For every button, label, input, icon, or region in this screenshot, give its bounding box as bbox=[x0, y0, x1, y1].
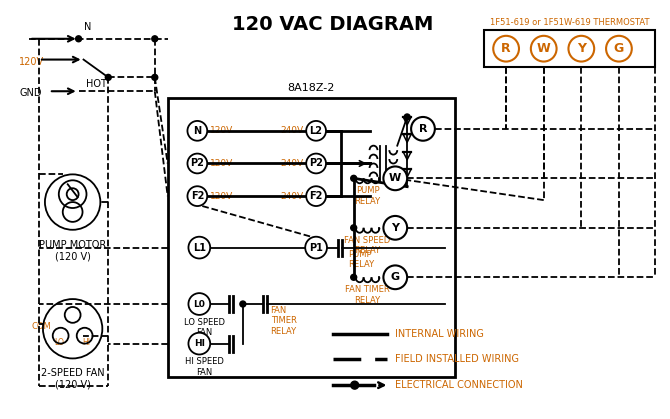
Text: P2: P2 bbox=[190, 158, 204, 168]
Text: 120V: 120V bbox=[19, 57, 44, 67]
Circle shape bbox=[568, 36, 594, 62]
Text: HI: HI bbox=[82, 338, 90, 347]
Circle shape bbox=[350, 381, 358, 389]
Text: PUMP MOTOR
(120 V): PUMP MOTOR (120 V) bbox=[39, 240, 107, 261]
Text: PUMP
RELAY: PUMP RELAY bbox=[348, 250, 374, 269]
Text: F2: F2 bbox=[310, 191, 323, 201]
Text: F2: F2 bbox=[191, 191, 204, 201]
Circle shape bbox=[152, 75, 157, 80]
Text: P1: P1 bbox=[309, 243, 323, 253]
Text: INTERNAL WIRING: INTERNAL WIRING bbox=[395, 328, 484, 339]
Circle shape bbox=[383, 166, 407, 190]
Text: FIELD INSTALLED WIRING: FIELD INSTALLED WIRING bbox=[395, 354, 519, 365]
Text: N: N bbox=[84, 22, 91, 32]
Text: FAN SPEED
RELAY: FAN SPEED RELAY bbox=[344, 236, 391, 255]
Circle shape bbox=[240, 301, 246, 307]
Circle shape bbox=[188, 121, 207, 141]
Text: R: R bbox=[419, 124, 427, 134]
Circle shape bbox=[306, 154, 326, 173]
Text: W: W bbox=[537, 42, 551, 55]
Text: L0: L0 bbox=[194, 300, 205, 308]
Text: LO: LO bbox=[54, 338, 64, 347]
Circle shape bbox=[306, 186, 326, 206]
Text: FAN
TIMER
RELAY: FAN TIMER RELAY bbox=[271, 306, 297, 336]
Text: 1F51-619 or 1F51W-619 THERMOSTAT: 1F51-619 or 1F51W-619 THERMOSTAT bbox=[490, 18, 649, 27]
Text: N: N bbox=[193, 126, 202, 136]
Circle shape bbox=[76, 36, 82, 42]
Text: W: W bbox=[389, 173, 401, 184]
Text: 240V: 240V bbox=[280, 159, 304, 168]
Text: ELECTRICAL CONNECTION: ELECTRICAL CONNECTION bbox=[395, 380, 523, 390]
Bar bbox=[484, 30, 655, 67]
Circle shape bbox=[350, 274, 356, 280]
Circle shape bbox=[152, 36, 157, 42]
Text: G: G bbox=[391, 272, 400, 282]
Text: 240V: 240V bbox=[280, 126, 304, 135]
Circle shape bbox=[383, 265, 407, 289]
Text: 240V: 240V bbox=[280, 191, 304, 201]
Circle shape bbox=[188, 237, 210, 259]
Circle shape bbox=[411, 117, 435, 141]
Text: L1: L1 bbox=[193, 243, 206, 253]
Text: G: G bbox=[614, 42, 624, 55]
Text: P2: P2 bbox=[309, 158, 323, 168]
Text: Y: Y bbox=[391, 223, 399, 233]
Circle shape bbox=[531, 36, 557, 62]
Text: GND: GND bbox=[19, 88, 42, 98]
Circle shape bbox=[188, 333, 210, 354]
Text: 2-SPEED FAN
(120 V): 2-SPEED FAN (120 V) bbox=[41, 368, 105, 390]
Circle shape bbox=[404, 114, 410, 120]
Text: L2: L2 bbox=[310, 126, 322, 136]
Circle shape bbox=[306, 237, 327, 259]
Bar bbox=[168, 98, 455, 377]
Circle shape bbox=[350, 176, 356, 181]
Circle shape bbox=[188, 154, 207, 173]
Text: 120V: 120V bbox=[210, 159, 233, 168]
Text: 120 VAC DIAGRAM: 120 VAC DIAGRAM bbox=[232, 15, 433, 34]
Circle shape bbox=[188, 293, 210, 315]
Text: Y: Y bbox=[577, 42, 586, 55]
Text: HOT: HOT bbox=[86, 79, 107, 89]
Text: PUMP
RELAY: PUMP RELAY bbox=[354, 186, 381, 206]
Text: COM: COM bbox=[31, 322, 51, 331]
Text: FAN TIMER
RELAY: FAN TIMER RELAY bbox=[345, 285, 390, 305]
Text: R: R bbox=[501, 42, 511, 55]
Text: LO SPEED
FAN: LO SPEED FAN bbox=[184, 318, 224, 337]
Text: 8A18Z-2: 8A18Z-2 bbox=[287, 83, 335, 93]
Circle shape bbox=[350, 225, 356, 231]
Text: 120V: 120V bbox=[210, 191, 233, 201]
Text: HI: HI bbox=[194, 339, 205, 348]
Circle shape bbox=[383, 216, 407, 240]
Circle shape bbox=[493, 36, 519, 62]
Circle shape bbox=[606, 36, 632, 62]
Text: HI SPEED
FAN: HI SPEED FAN bbox=[185, 357, 224, 377]
Circle shape bbox=[188, 186, 207, 206]
Circle shape bbox=[105, 75, 111, 80]
Circle shape bbox=[306, 121, 326, 141]
Text: 120V: 120V bbox=[210, 126, 233, 135]
